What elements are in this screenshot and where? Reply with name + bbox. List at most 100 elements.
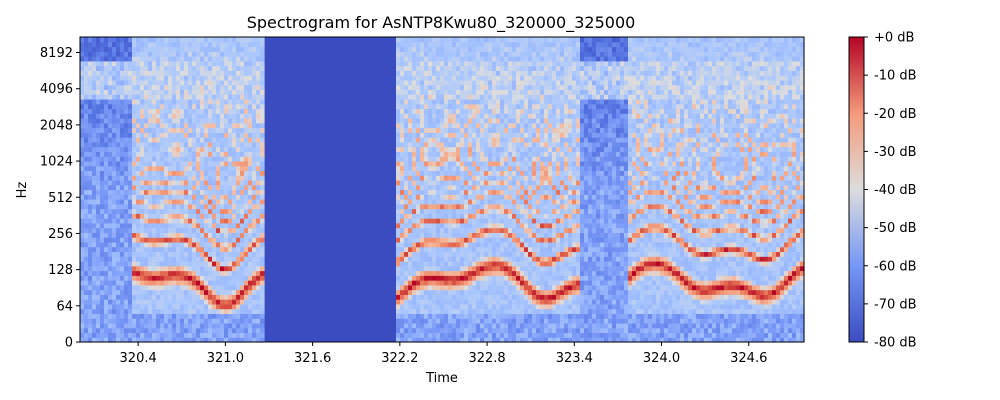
spectrogram-cell (424, 313, 429, 319)
spectrogram-cell (192, 303, 197, 310)
spectrogram-cell (416, 56, 421, 62)
spectrogram-cell (88, 241, 93, 248)
spectrogram-cell (408, 280, 413, 286)
spectrogram-cell (516, 327, 521, 334)
spectrogram-cell (104, 75, 109, 81)
spectrogram-cell (488, 237, 493, 243)
spectrogram-cell (416, 203, 421, 210)
spectrogram-cell (124, 160, 129, 167)
spectrogram-cell (196, 75, 201, 81)
spectrogram-cell (88, 332, 93, 338)
spectrogram-cell (452, 270, 457, 276)
spectrogram-cell (420, 194, 425, 200)
spectrogram-cell (488, 189, 493, 195)
spectrogram-cell (224, 322, 229, 329)
spectrogram-cell (232, 241, 237, 248)
spectrogram-cell (212, 165, 217, 172)
spectrogram-cell (416, 127, 421, 133)
spectrogram-cell (92, 151, 97, 157)
spectrogram-cell (484, 165, 489, 172)
spectrogram-cell (180, 275, 185, 281)
spectrogram-cell (80, 46, 85, 52)
spectrogram-cell (252, 203, 257, 210)
spectrogram-cell (412, 260, 417, 267)
spectrogram-cell (100, 122, 105, 129)
spectrogram-cell (256, 170, 261, 176)
spectrogram-cell (416, 265, 421, 272)
spectrogram-cell (244, 98, 249, 105)
spectrogram-cell (468, 327, 473, 334)
spectrogram-cell (260, 75, 265, 81)
spectrogram-cell (248, 160, 253, 167)
spectrogram-cell (132, 60, 137, 67)
spectrogram-cell (192, 260, 197, 267)
spectrogram-cell (228, 246, 233, 253)
spectrogram-cell (488, 65, 493, 71)
spectrogram-cell (412, 337, 417, 343)
spectrogram-cell (256, 294, 261, 300)
spectrogram-cell (184, 227, 189, 233)
spectrogram-cell (164, 108, 169, 114)
spectrogram-cell (428, 232, 433, 238)
spectrogram-cell (172, 275, 177, 281)
spectrogram-cell (216, 122, 221, 129)
spectrogram-cell (416, 308, 421, 315)
spectrogram-cell (492, 103, 497, 110)
spectrogram-cell (436, 199, 441, 205)
spectrogram-cell (84, 137, 89, 143)
spectrogram-cell (500, 84, 505, 91)
spectrogram-cell (180, 246, 185, 253)
spectrogram-cell (164, 313, 169, 319)
spectrogram-cell (460, 327, 465, 334)
spectrogram-cell (412, 241, 417, 248)
spectrogram-cell (216, 141, 221, 148)
spectrogram-cell (208, 94, 213, 100)
spectrogram-cell (472, 208, 477, 214)
spectrogram-cell (492, 118, 497, 124)
spectrogram-cell (232, 41, 237, 48)
spectrogram-cell (92, 332, 97, 338)
spectrogram-cell (84, 294, 89, 300)
spectrogram-cell (204, 303, 209, 310)
spectrogram-cell (136, 103, 141, 110)
spectrogram-cell (432, 70, 437, 76)
spectrogram-cell (116, 251, 121, 257)
spectrogram-cell (120, 103, 125, 110)
spectrogram-cell (224, 241, 229, 248)
spectrogram-cell (460, 137, 465, 143)
spectrogram-cell (480, 37, 485, 43)
spectrogram-cell (464, 113, 469, 119)
spectrogram-cell (512, 260, 517, 267)
spectrogram-cell (248, 251, 253, 257)
spectrogram-cell (168, 98, 173, 105)
spectrogram-cell (164, 151, 169, 157)
spectrogram-cell (132, 84, 137, 91)
spectrogram-cell (488, 122, 493, 129)
spectrogram-cell (224, 284, 229, 291)
spectrogram-cell (416, 179, 421, 186)
spectrogram-cell (84, 51, 89, 57)
spectrogram-cell (448, 232, 453, 238)
spectrogram-cell (444, 65, 449, 71)
spectrogram-cell (412, 213, 417, 219)
spectrogram-cell (448, 303, 453, 310)
spectrogram-cell (440, 146, 445, 152)
spectrogram-cell (428, 337, 433, 343)
spectrogram-cell (412, 103, 417, 110)
spectrogram-cell (100, 280, 105, 286)
spectrogram-cell (180, 84, 185, 91)
spectrogram-cell (100, 156, 105, 162)
spectrogram-cell (156, 260, 161, 267)
spectrogram-cell (436, 98, 441, 105)
spectrogram-cell (456, 208, 461, 214)
spectrogram-cell (420, 56, 425, 62)
spectrogram-cell (168, 141, 173, 148)
spectrogram-cell (504, 227, 509, 233)
spectrogram-cell (456, 151, 461, 157)
spectrogram-cell (440, 246, 445, 253)
spectrogram-cell (428, 37, 433, 43)
spectrogram-cell (244, 241, 249, 248)
spectrogram-cell (124, 75, 129, 81)
spectrogram-cell (476, 284, 481, 291)
spectrogram-cell (504, 237, 509, 243)
